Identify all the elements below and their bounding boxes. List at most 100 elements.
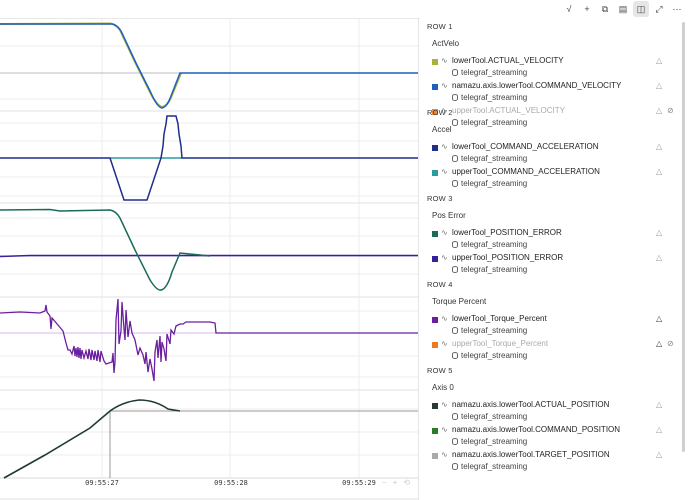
legend-series-item[interactable]: ∿ lowerTool_COMMAND_ACCELERATION telegra…	[432, 142, 672, 166]
color-swatch[interactable]	[432, 231, 438, 237]
chart-area[interactable]: 09:55:27 09:55:28 09:55:29	[0, 19, 418, 500]
row-header[interactable]: ROW 4	[427, 280, 453, 289]
more-icon: ⋯	[672, 3, 682, 14]
sidebar-toggle-button[interactable]: ◫	[633, 1, 649, 17]
legend-series-item[interactable]: ∿ lowerTool_POSITION_ERROR telegraf_stre…	[432, 228, 672, 252]
legend-series-item[interactable]: ∿ upperTool_POSITION_ERROR telegraf_stre…	[432, 253, 672, 277]
more-button[interactable]: ⋯	[669, 1, 685, 17]
series-source: telegraf_streaming	[461, 118, 528, 127]
database-icon	[452, 241, 458, 248]
x-tick-label: 09:55:29	[342, 479, 376, 487]
eye-hidden-icon[interactable]: ⊘	[667, 106, 674, 115]
legend-sidebar: ROW 1 ActVelo ∿ lowerTool.ACTUAL_VELOCITY…	[419, 18, 689, 500]
plus-button[interactable]: +	[579, 1, 595, 17]
legend-scrollbar[interactable]	[682, 22, 685, 452]
warning-icon[interactable]: △	[656, 81, 663, 90]
eye-hidden-icon[interactable]: ⊘	[667, 339, 674, 348]
zoom-controls: − + ⟲	[382, 478, 410, 487]
plus-icon: +	[584, 4, 590, 14]
top-divider	[0, 18, 420, 19]
x-axis: 09:55:27 09:55:28 09:55:29	[85, 479, 376, 487]
line-series-icon: ∿	[441, 81, 448, 90]
series-name[interactable]: lowerTool_Torque_Percent	[452, 314, 547, 323]
legend-series-item[interactable]: ∿ namazu.axis.lowerTool.COMMAND_VELOCITY…	[432, 81, 672, 105]
series-name[interactable]: namazu.axis.lowerTool.TARGET_POSITION	[452, 450, 610, 459]
color-swatch[interactable]	[432, 342, 438, 348]
line-series-icon: ∿	[441, 167, 448, 176]
color-swatch[interactable]	[432, 317, 438, 323]
database-icon	[452, 180, 458, 187]
database-icon	[452, 327, 458, 334]
panel-accel	[0, 115, 418, 204]
line-series-icon: ∿	[441, 253, 448, 262]
color-swatch[interactable]	[432, 453, 438, 459]
panel-actvelo	[0, 22, 418, 112]
warning-icon[interactable]: △	[656, 450, 663, 459]
database-icon	[452, 94, 458, 101]
vertical-grid	[101, 19, 360, 478]
series-name[interactable]: lowerTool.ACTUAL_VELOCITY	[452, 56, 564, 65]
warning-icon[interactable]: △	[656, 56, 663, 65]
warning-icon[interactable]: △	[656, 253, 663, 262]
database-icon	[452, 155, 458, 162]
row-header[interactable]: ROW 2	[427, 108, 453, 117]
series-name[interactable]: upperTool.ACTUAL_VELOCITY	[452, 106, 565, 115]
legend-series-item[interactable]: ∿ lowerTool_Torque_Percent telegraf_stre…	[432, 314, 672, 338]
series-name[interactable]: namazu.axis.lowerTool.COMMAND_POSITION	[452, 425, 621, 434]
row-header[interactable]: ROW 1	[427, 22, 453, 31]
series-name[interactable]: upperTool_COMMAND_ACCELERATION	[452, 167, 600, 176]
legend-series-item[interactable]: ∿ namazu.axis.lowerTool.COMMAND_POSITION…	[432, 425, 672, 449]
warning-icon[interactable]: △	[656, 106, 663, 115]
database-icon	[452, 438, 458, 445]
row-header[interactable]: ROW 3	[427, 194, 453, 203]
warning-icon[interactable]: △	[656, 142, 663, 151]
warning-icon[interactable]: △	[656, 228, 663, 237]
expand-button[interactable]: ⤢	[651, 1, 667, 17]
color-swatch[interactable]	[432, 109, 438, 115]
series-source: telegraf_streaming	[461, 462, 528, 471]
legend-series-item[interactable]: ∿ namazu.axis.lowerTool.ACTUAL_POSITION …	[432, 400, 672, 424]
database-icon	[452, 463, 458, 470]
group-title: Axis 0	[432, 383, 454, 392]
split-button[interactable]: ⧉	[597, 1, 613, 17]
panel-axis-0	[0, 399, 418, 479]
color-swatch[interactable]	[432, 403, 438, 409]
legend-series-item[interactable]: ∿ upperTool.ACTUAL_VELOCITY telegraf_str…	[432, 106, 674, 130]
legend-series-item[interactable]: ∿ upperTool_COMMAND_ACCELERATION telegra…	[432, 167, 672, 191]
row-header[interactable]: ROW 5	[427, 366, 453, 375]
panel-divider[interactable]	[418, 18, 419, 500]
table-button[interactable]: ▤	[615, 1, 631, 17]
line-series-icon: ∿	[441, 400, 448, 409]
color-swatch[interactable]	[432, 59, 438, 65]
checkmark-button[interactable]: √	[561, 1, 577, 17]
warning-icon[interactable]: △	[656, 339, 663, 348]
zoom-reset-button[interactable]: ⟲	[403, 478, 411, 487]
series-name[interactable]: namazu.axis.lowerTool.ACTUAL_POSITION	[452, 400, 610, 409]
zoom-in-button[interactable]: +	[392, 478, 398, 487]
legend-series-item[interactable]: ∿ lowerTool.ACTUAL_VELOCITY telegraf_str…	[432, 56, 672, 80]
series-name[interactable]: namazu.axis.lowerTool.COMMAND_VELOCITY	[452, 81, 622, 90]
color-swatch[interactable]	[432, 145, 438, 151]
color-swatch[interactable]	[432, 84, 438, 90]
series-name[interactable]: lowerTool_POSITION_ERROR	[452, 228, 562, 237]
color-swatch[interactable]	[432, 170, 438, 176]
series-name[interactable]: upperTool_POSITION_ERROR	[452, 253, 564, 262]
warning-icon[interactable]: △	[656, 425, 663, 434]
line-series-icon: ∿	[441, 56, 448, 65]
series-name[interactable]: upperTool_Torque_Percent	[452, 339, 549, 348]
warning-icon[interactable]: △	[656, 167, 663, 176]
warning-icon[interactable]: △	[656, 400, 663, 409]
series-name[interactable]: lowerTool_COMMAND_ACCELERATION	[452, 142, 599, 151]
color-swatch[interactable]	[432, 256, 438, 262]
line-series-icon: ∿	[441, 425, 448, 434]
series-source: telegraf_streaming	[461, 351, 528, 360]
color-swatch[interactable]	[432, 428, 438, 434]
zoom-out-button[interactable]: −	[382, 478, 387, 487]
warning-icon[interactable]: △	[656, 314, 663, 323]
panel-toolbar: √ + ⧉ ▤ ◫ ⤢ ⋯	[561, 0, 689, 18]
series-source: telegraf_streaming	[461, 68, 528, 77]
panel-torque-percent	[0, 298, 418, 391]
legend-series-item[interactable]: ∿ namazu.axis.lowerTool.TARGET_POSITION …	[432, 450, 672, 474]
line-series-icon: ∿	[441, 142, 448, 151]
legend-series-item[interactable]: ∿ upperTool_Torque_Percent telegraf_stre…	[432, 339, 674, 363]
